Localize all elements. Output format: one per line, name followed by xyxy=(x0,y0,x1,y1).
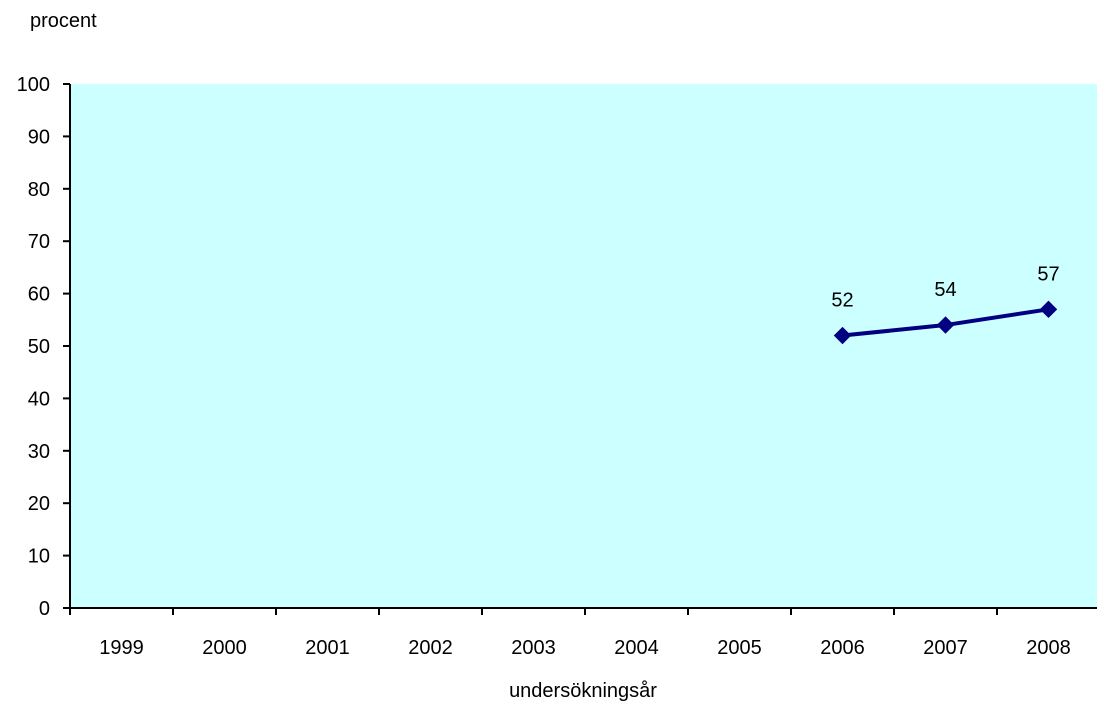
x-tick-label: 2002 xyxy=(408,637,453,659)
x-tick-label: 2000 xyxy=(202,637,247,659)
x-tick-label: 1999 xyxy=(99,637,144,659)
series-layer: 52 54 57 xyxy=(831,263,1060,345)
y-tick-label: 20 xyxy=(28,493,50,515)
y-tick-label: 100 xyxy=(17,74,50,96)
y-tick-label: 90 xyxy=(28,126,50,148)
y-tick-label: 10 xyxy=(28,546,50,568)
y-tick-label: 60 xyxy=(28,284,50,306)
x-tick-label: 2003 xyxy=(511,637,556,659)
y-tick-label: 40 xyxy=(28,388,50,410)
plot-area xyxy=(70,84,1097,608)
x-axis-title: undersökningsår xyxy=(509,680,657,702)
data-point-marker xyxy=(833,326,852,345)
x-tick-label: 2004 xyxy=(614,637,659,659)
data-point-marker xyxy=(1039,300,1058,319)
y-tick-label: 30 xyxy=(28,441,50,463)
x-tick-label: 2005 xyxy=(717,637,762,659)
y-tick-label: 80 xyxy=(28,179,50,201)
y-axis-ticks: 0 10 20 30 40 50 60 70 80 90 100 xyxy=(17,74,70,620)
x-tick-label: 2006 xyxy=(820,637,865,659)
data-point-marker xyxy=(936,316,955,334)
data-label: 57 xyxy=(1037,263,1059,285)
y-tick-label: 70 xyxy=(28,231,50,253)
data-label: 54 xyxy=(934,279,956,301)
y-tick-label: 50 xyxy=(28,336,50,358)
x-axis-ticks: 1999 2000 2001 2002 2003 2004 2005 2006 2007 2008 xyxy=(69,608,1071,659)
y-axis-title: procent xyxy=(30,10,97,32)
y-tick-label: 0 xyxy=(39,598,50,620)
x-tick-label: 2007 xyxy=(923,637,968,659)
data-label: 52 xyxy=(831,290,853,312)
x-tick-label: 2008 xyxy=(1026,637,1071,659)
x-tick-label: 2001 xyxy=(305,637,350,659)
